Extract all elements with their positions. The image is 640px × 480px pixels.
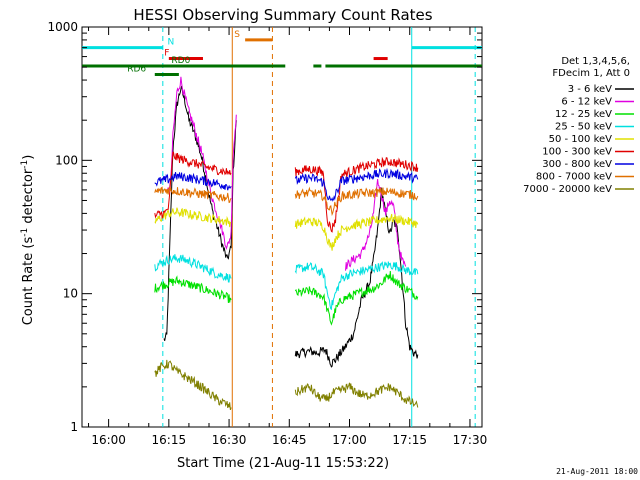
y-axis-label: Count Rate (s-1 detector-1) [20,155,36,326]
footer-timestamp: 21-Aug-2011 18:00 [556,467,638,476]
legend-label-2: 12 - 25 keV [555,109,612,120]
legend: Det 1,3,4,5,6,FDecim 1, Att 0 3 - 6 keV 6 … [523,56,634,195]
series-line-7-seg-1 [294,186,419,217]
y-tick-label-1: 10 [63,287,78,301]
series-line-8-seg-0 [154,359,232,411]
legend-label-8: 7000 - 20000 keV [523,184,612,195]
legend-label-0: 3 - 6 keV [568,84,612,95]
x-tick-label-3: 16:45 [272,433,307,447]
x-tick-label-4: 17:00 [332,433,367,447]
plot-frame [81,26,483,428]
series-line-2-seg-0 [154,275,232,303]
x-tick-label-0: 16:00 [91,433,126,447]
legend-label-5: 100 - 300 keV [542,147,612,158]
legend-header-1: FDecim 1, Att 0 [552,68,630,79]
x-tick-label-1: 16:15 [152,433,187,447]
series-line-2-seg-1 [294,270,419,326]
x-tick-label-5: 17:15 [392,433,427,447]
x-tick-label-2: 16:30 [212,433,247,447]
flag-label-S: S [234,30,240,40]
y-tick-label-2: 100 [55,153,78,167]
series-line-6-seg-0 [154,171,232,191]
legend-label-3: 25 - 50 keV [555,122,612,133]
series-line-0-seg-1 [294,187,419,368]
flag-label-RD0: RD0 [171,56,190,66]
x-tick-label-6: 17:30 [453,433,488,447]
series-line-5-seg-1 [294,156,419,233]
series-line-0-seg-0 [163,85,237,341]
series-line-7-seg-0 [154,186,232,204]
legend-label-6: 300 - 800 keV [542,159,612,170]
legend-label-1: 6 - 12 keV [561,97,612,108]
series-line-4-seg-1 [294,213,419,251]
flag-label-F: F [164,49,169,59]
series-line-5-seg-0 [154,151,232,220]
legend-header-0: Det 1,3,4,5,6, [561,56,630,67]
flag-label-N: N [167,38,174,48]
series-line-8-seg-1 [294,382,419,408]
series-line-4-seg-0 [154,207,232,228]
y-tick-label-0: 1 [70,420,78,434]
series-line-3-seg-0 [154,254,232,283]
x-axis-label: Start Time (21-Aug-11 15:53:22) [177,456,389,471]
series-line-1-seg-0 [166,76,237,250]
series-line-3-seg-1 [294,261,419,311]
flag-label-RD6: RD6 [127,65,146,75]
chart-title: HESSI Observing Summary Count Rates [133,6,432,24]
series-line-6-seg-1 [294,167,419,202]
legend-label-4: 50 - 100 keV [549,134,613,145]
y-tick-label-3: 1000 [47,20,78,34]
legend-label-7: 800 - 7000 keV [536,172,612,183]
